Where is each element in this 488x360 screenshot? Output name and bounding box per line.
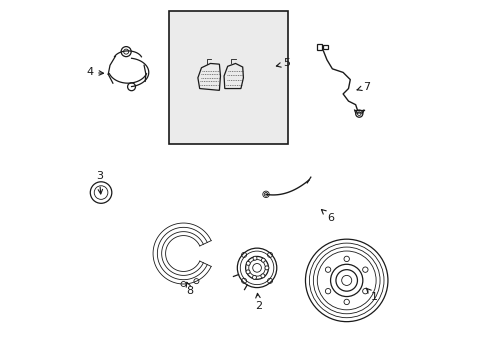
Text: 6: 6 xyxy=(321,210,333,222)
Circle shape xyxy=(264,266,268,270)
Text: 8: 8 xyxy=(186,282,193,296)
Text: 1: 1 xyxy=(366,288,377,302)
Circle shape xyxy=(261,258,264,262)
Text: 4: 4 xyxy=(86,67,103,77)
Circle shape xyxy=(252,275,256,279)
Circle shape xyxy=(260,274,264,278)
Circle shape xyxy=(245,270,249,274)
Bar xyxy=(323,45,327,49)
Circle shape xyxy=(246,261,250,265)
Circle shape xyxy=(252,256,257,260)
Text: 2: 2 xyxy=(255,293,262,311)
Text: 5: 5 xyxy=(276,58,290,68)
Text: 7: 7 xyxy=(356,82,369,92)
Bar xyxy=(316,44,322,50)
Bar xyxy=(169,12,287,144)
Text: 3: 3 xyxy=(96,171,102,194)
